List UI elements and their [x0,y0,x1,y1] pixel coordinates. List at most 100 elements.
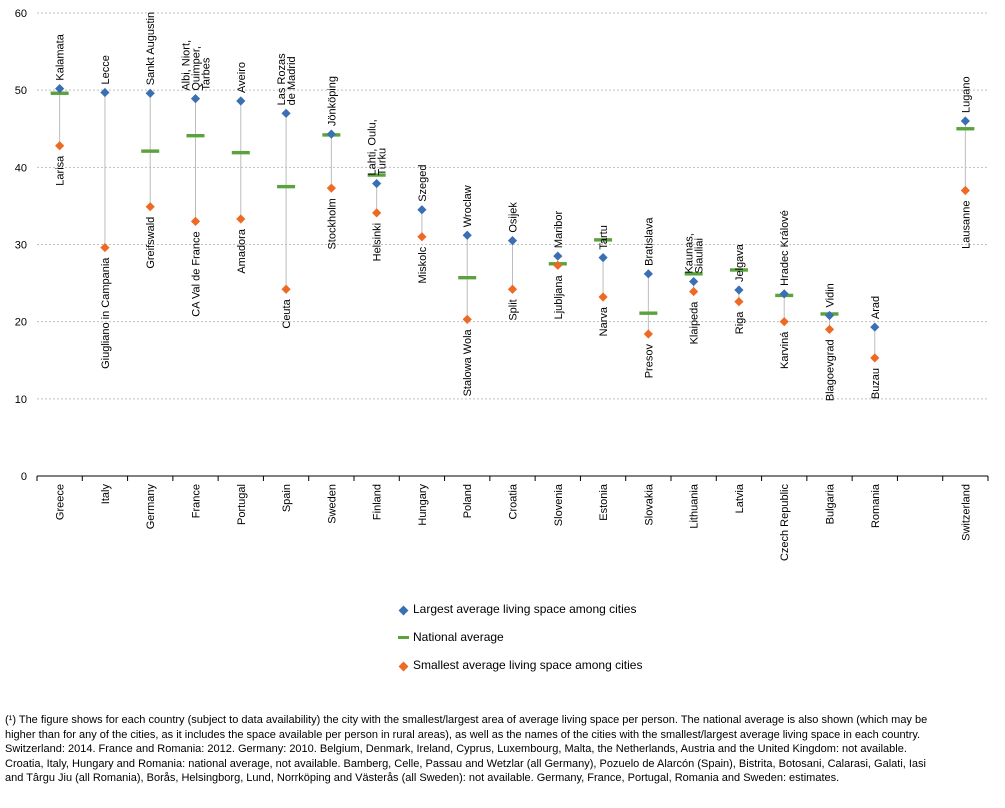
smallest-point [870,353,880,363]
largest-point [462,230,472,240]
national-average-mark [639,311,658,315]
largest-point [507,236,518,246]
smallest-point [462,314,472,324]
smallest-point [100,242,110,253]
national-average-mark [231,150,250,155]
smallest-point [507,284,518,294]
largest-city-label: Sankt Augustin [145,12,157,85]
country-label: Sweden [326,484,338,524]
largest-city-label: Tarbes [201,57,213,91]
blue-diamond-icon [398,605,408,615]
smallest-city-label: Blagoevgrad [825,339,837,401]
smallest-city-label: Karviná [779,331,791,369]
largest-point [372,178,382,189]
smallest-point [372,208,382,218]
smallest-city-label: Lausanne [960,200,972,248]
green-dash-icon [398,633,409,643]
largest-city-label: Jönköping [326,76,338,126]
largest-city-label: Osijek [508,202,520,233]
largest-city-label: de Madrid [286,56,298,105]
largest-city-label: Lecce [100,55,112,84]
largest-city-label: Jelgava [734,243,746,282]
largest-city-label: Szeged [417,164,429,201]
y-tick-label: 20 [15,317,27,329]
smallest-point [643,329,653,339]
country-label: Finland [372,484,384,520]
smallest-point [236,214,246,224]
legend-label-smallest: Smallest average living space among citi… [413,658,643,672]
largest-city-label: Quimper, [191,46,203,91]
smallest-city-label: Larisa [55,155,67,186]
country-label: Switzerland [960,484,972,541]
country-label: Romania [870,483,882,528]
country-label: Croatia [508,483,520,519]
largest-point [553,251,563,261]
y-tick-label: 50 [15,85,27,97]
smallest-point [824,324,835,334]
largest-city-label: Kaunas, [684,233,696,273]
national-average-mark [141,149,160,153]
largest-point [689,276,699,287]
smallest-city-label: Presov [643,344,655,379]
country-label: Hungary [417,484,429,526]
largest-city-label: Siauliai [694,238,706,273]
national-average-mark [50,91,69,95]
largest-point [326,129,336,139]
y-tick-label: 40 [15,162,27,174]
largest-city-label: Hradec Králové [779,210,791,286]
legend-label-largest: Largest average living space among citie… [413,602,637,616]
largest-city-label: Albi, Niort, [181,40,193,91]
country-label: Lithuania [689,483,701,529]
smallest-point [190,216,201,226]
national-average-mark [277,184,296,189]
smallest-city-label: Giugliano in Campania [100,257,112,369]
country-label: Latvia [734,483,746,513]
largest-city-label: Arad [870,296,882,319]
largest-city-label: Las Rozas [276,53,288,105]
smallest-point [55,141,65,151]
largest-point [824,310,835,321]
national-average-mark [956,127,975,131]
chart-area: 0 10 20 30 40 50 60 Kalamata Larisa Greece Lecce Gi… [15,8,989,561]
national-average-mark [729,268,748,272]
country-label: Slovakia [643,483,655,525]
country-label: Germany [145,484,157,530]
largest-city-label: Aveiro [236,62,248,93]
largest-city-label: Turku [377,148,389,176]
largest-point [598,253,608,263]
largest-point [870,322,880,332]
largest-point [734,285,744,295]
y-tick-label: 60 [15,8,27,20]
largest-city-label: Maribor [553,210,565,248]
largest-point [960,116,970,126]
smallest-city-label: Miskolc [417,246,429,283]
smallest-city-label: CA Val de France [191,231,203,316]
national-average-mark [367,173,386,177]
national-average-mark [684,272,703,276]
largest-point [281,108,291,118]
smallest-city-label: Klaipeda [689,301,701,345]
country-label: Slovenia [553,483,565,526]
national-average-mark [186,133,205,138]
country-label: Bulgaria [825,483,837,524]
smallest-city-label: Stalowa Wola [462,328,474,396]
smallest-point [779,317,789,327]
largest-city-label: Wroclaw [462,185,474,227]
largest-city-label: Tartu [598,225,610,249]
smallest-city-label: Narva [598,306,610,336]
y-tick-label: 0 [21,471,27,483]
smallest-city-label: Ceuta [281,298,293,328]
largest-city-label: Lugano [960,76,972,113]
largest-point [643,269,653,279]
largest-point [55,84,65,94]
footnote: (¹) The figure shows for each country (s… [5,714,928,784]
smallest-city-label: Greifswald [145,217,157,269]
smallest-city-label: Buzau [870,368,882,399]
largest-city-label: Vidin [825,283,837,307]
smallest-city-label: Stockholm [326,198,338,249]
largest-point [236,96,246,106]
smallest-point [960,185,970,196]
smallest-point [326,183,336,193]
smallest-point [145,202,155,212]
y-tick-label: 10 [15,394,27,406]
